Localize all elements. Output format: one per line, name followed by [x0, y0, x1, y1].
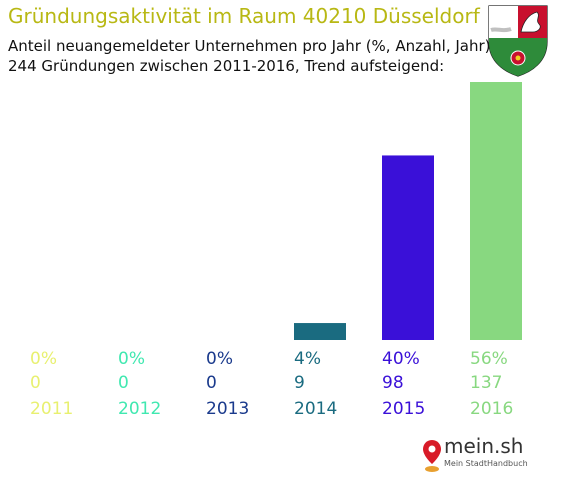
chart-title: Gründungsaktivität im Raum 40210 Düsseld…	[8, 4, 480, 28]
count-label-2015: 98	[382, 373, 404, 393]
bar-2014	[294, 323, 346, 340]
year-label-2013: 2013	[206, 399, 249, 419]
year-label-2016: 2016	[470, 399, 513, 419]
percent-label-2013: 0%	[206, 349, 233, 369]
brand-tagline: Mein StadtHandbuch	[444, 459, 528, 468]
percent-label-2012: 0%	[118, 349, 145, 369]
year-label-2015: 2015	[382, 399, 425, 419]
year-label-2011: 2011	[30, 399, 73, 419]
year-label-2012: 2012	[118, 399, 161, 419]
count-label-2013: 0	[206, 373, 217, 393]
brand-name: mein.sh	[444, 434, 524, 458]
percent-label-2011: 0%	[30, 349, 57, 369]
year-label-2014: 2014	[294, 399, 337, 419]
count-label-2014: 9	[294, 373, 305, 393]
percent-label-2015: 40%	[382, 349, 420, 369]
percent-label-2014: 4%	[294, 349, 321, 369]
brand-logo[interactable]: mein.sh Mein StadtHandbuch	[418, 434, 530, 476]
count-label-2011: 0	[30, 373, 41, 393]
chart-subtitle-line2: 244 Gründungen zwischen 2011-2016, Trend…	[8, 57, 445, 75]
percent-label-2016: 56%	[470, 349, 508, 369]
map-pin-icon	[423, 440, 441, 472]
chart-subtitle-line1: Anteil neuangemeldeter Unternehmen pro J…	[8, 37, 491, 55]
bar-2016	[470, 82, 522, 340]
count-label-2012: 0	[118, 373, 129, 393]
bar-2015	[382, 155, 434, 340]
nrw-coat-of-arms-icon	[488, 5, 548, 77]
count-label-2016: 137	[470, 373, 502, 393]
